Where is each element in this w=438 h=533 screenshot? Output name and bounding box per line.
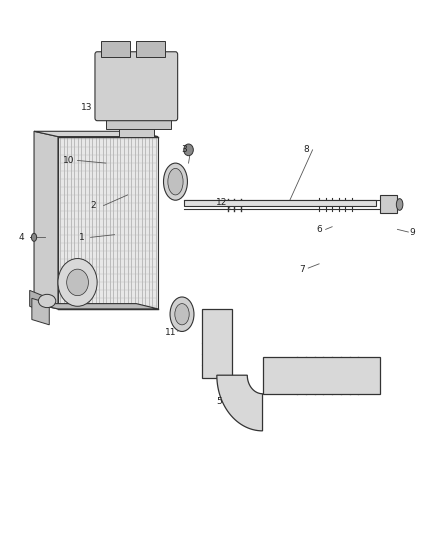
Text: 12: 12 bbox=[215, 198, 227, 207]
Ellipse shape bbox=[170, 297, 194, 332]
Polygon shape bbox=[262, 357, 380, 394]
Text: 11: 11 bbox=[166, 328, 177, 337]
Polygon shape bbox=[34, 131, 58, 309]
Text: 4: 4 bbox=[18, 233, 24, 242]
Polygon shape bbox=[217, 375, 262, 431]
Polygon shape bbox=[201, 309, 232, 378]
Ellipse shape bbox=[168, 168, 183, 195]
Polygon shape bbox=[32, 298, 49, 325]
Polygon shape bbox=[30, 290, 43, 312]
Text: 6: 6 bbox=[316, 225, 322, 234]
Text: 7: 7 bbox=[299, 265, 304, 273]
Polygon shape bbox=[136, 41, 165, 57]
Ellipse shape bbox=[39, 294, 56, 308]
Ellipse shape bbox=[175, 304, 189, 325]
Text: 13: 13 bbox=[81, 103, 92, 112]
Ellipse shape bbox=[163, 163, 187, 200]
Text: 1: 1 bbox=[79, 233, 85, 242]
Polygon shape bbox=[58, 136, 158, 309]
Circle shape bbox=[58, 259, 97, 306]
Polygon shape bbox=[34, 304, 158, 309]
Polygon shape bbox=[184, 200, 376, 206]
Text: 10: 10 bbox=[63, 156, 74, 165]
Text: 5: 5 bbox=[216, 397, 222, 406]
Ellipse shape bbox=[32, 233, 37, 241]
Text: 2: 2 bbox=[90, 201, 95, 210]
Polygon shape bbox=[380, 195, 397, 214]
Ellipse shape bbox=[396, 199, 403, 211]
Polygon shape bbox=[34, 131, 158, 136]
Text: 9: 9 bbox=[410, 228, 416, 237]
Circle shape bbox=[67, 269, 88, 296]
Polygon shape bbox=[102, 41, 130, 57]
Polygon shape bbox=[106, 108, 171, 128]
Text: 3: 3 bbox=[181, 146, 187, 155]
Ellipse shape bbox=[184, 144, 193, 156]
FancyBboxPatch shape bbox=[95, 52, 178, 120]
Text: 8: 8 bbox=[303, 146, 309, 155]
Polygon shape bbox=[119, 118, 154, 136]
